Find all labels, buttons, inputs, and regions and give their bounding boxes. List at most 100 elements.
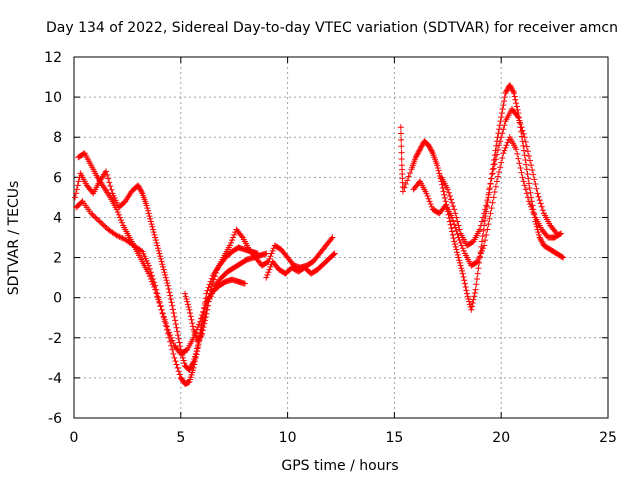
data-point (187, 310, 194, 317)
data-point (177, 343, 184, 350)
data-point (494, 173, 501, 180)
y-tick-label: 8 (53, 130, 62, 146)
data-point (499, 130, 506, 137)
data-point (448, 225, 455, 232)
data-point (515, 155, 522, 162)
data-point (401, 184, 408, 191)
data-point (105, 175, 112, 182)
data-point (527, 157, 534, 164)
data-point (199, 330, 206, 337)
data-point (453, 214, 460, 221)
data-point (190, 358, 197, 365)
data-point (485, 221, 492, 228)
data-point (171, 354, 178, 361)
data-point (176, 371, 183, 378)
data-point (484, 226, 491, 233)
data-point (447, 221, 454, 228)
data-point (425, 195, 432, 202)
data-point (113, 206, 120, 213)
data-point (167, 296, 174, 303)
data-point (413, 152, 420, 159)
data-point (449, 228, 456, 235)
data-point (536, 197, 543, 204)
data-point (499, 106, 506, 113)
data-point (492, 183, 499, 190)
data-point (539, 207, 546, 214)
data-point (144, 205, 151, 212)
data-point (184, 298, 191, 305)
data-point (466, 298, 473, 305)
data-point (175, 368, 182, 375)
data-point (492, 156, 499, 163)
data-point (417, 146, 424, 153)
data-point (266, 266, 273, 273)
data-point (512, 96, 519, 103)
data-point (230, 234, 237, 241)
data-point (503, 87, 510, 94)
data-point (429, 148, 436, 155)
data-point (151, 283, 158, 290)
data-point (513, 100, 520, 107)
data-point (528, 203, 535, 210)
data-point (197, 334, 204, 341)
data-point (425, 142, 432, 149)
data-point (428, 147, 435, 154)
data-point (510, 88, 517, 95)
data-point (503, 142, 510, 149)
data-point (484, 197, 491, 204)
data-point (499, 154, 506, 161)
data-point (72, 194, 79, 201)
data-point (72, 190, 79, 197)
data-point (436, 170, 443, 177)
data-point (521, 134, 528, 141)
data-point (154, 242, 161, 249)
data-point (116, 233, 123, 240)
data-point (171, 313, 178, 320)
data-point (441, 195, 448, 202)
data-point (170, 310, 177, 317)
data-point (459, 270, 466, 277)
data-point (533, 223, 540, 230)
data-point (456, 259, 463, 266)
data-point (519, 127, 526, 134)
data-point (475, 265, 482, 272)
data-point (527, 189, 534, 196)
data-point (464, 290, 471, 297)
data-point (462, 283, 469, 290)
data-point (501, 147, 508, 154)
data-point (160, 263, 166, 270)
data-point (525, 180, 532, 187)
data-point (451, 221, 458, 228)
data-point (202, 314, 209, 321)
data-point (398, 155, 405, 162)
series-track-c (75, 150, 248, 357)
data-point (416, 147, 423, 154)
data-point (116, 214, 123, 221)
data-point (498, 159, 505, 166)
data-point (446, 218, 453, 225)
data-point (537, 235, 544, 242)
data-point (160, 266, 167, 273)
data-point (483, 202, 490, 209)
data-point (104, 171, 111, 178)
data-point (485, 191, 492, 198)
data-point (434, 162, 441, 169)
data-point (414, 150, 421, 157)
data-point (501, 94, 508, 101)
data-point (486, 215, 493, 222)
data-point (524, 170, 531, 177)
data-point (500, 150, 507, 157)
data-point (206, 294, 213, 301)
data-point (209, 279, 216, 286)
data-point (135, 182, 142, 189)
data-point (537, 200, 544, 207)
data-point (195, 337, 202, 344)
data-point (516, 160, 523, 167)
data-point (468, 306, 475, 313)
data-point (263, 274, 270, 281)
data-point (522, 138, 529, 145)
data-point (439, 185, 446, 192)
data-point (470, 296, 477, 303)
data-point (204, 306, 211, 313)
data-point (402, 181, 409, 188)
